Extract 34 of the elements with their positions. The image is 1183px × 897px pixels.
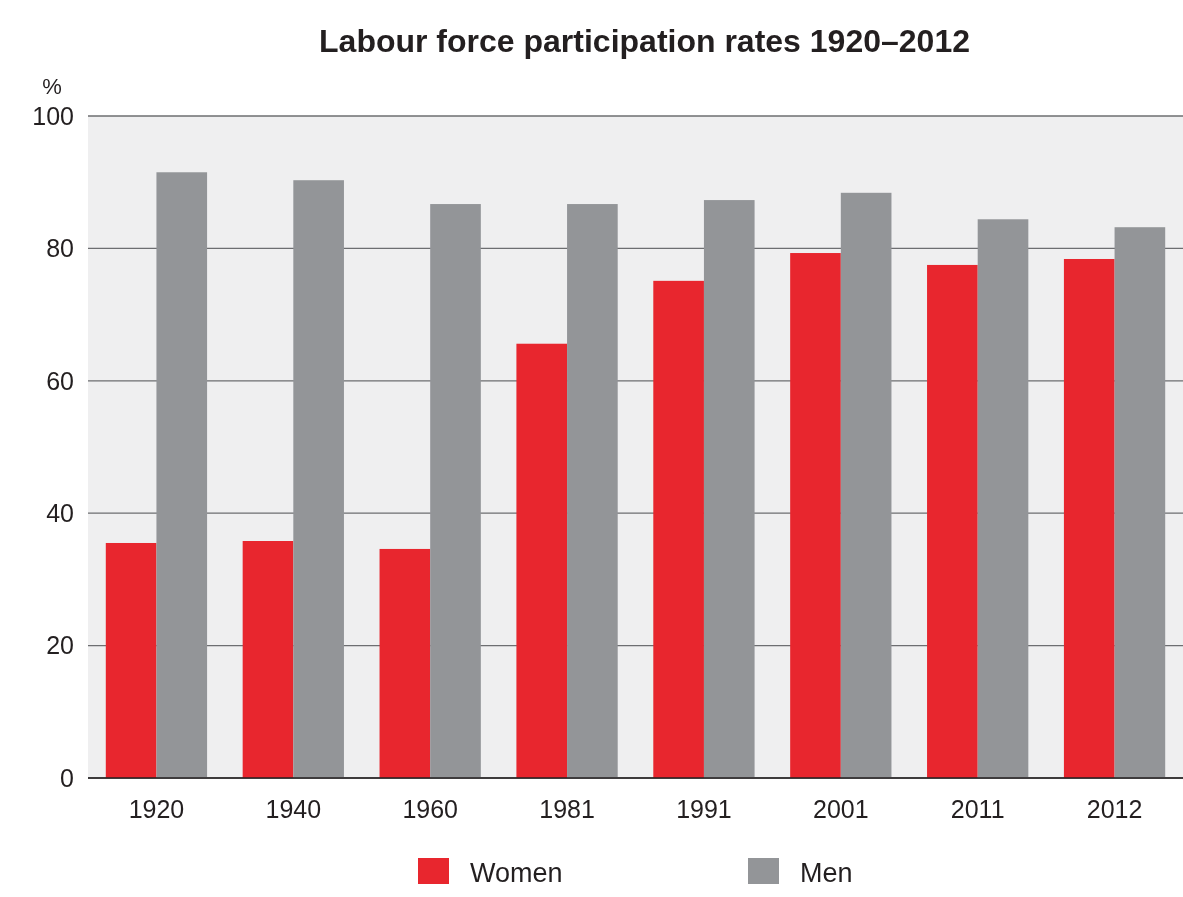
x-tick-label: 1981 [539, 795, 595, 823]
legend-label: Men [800, 858, 853, 888]
x-tick-label: 1991 [676, 795, 732, 823]
legend-label: Women [470, 858, 563, 888]
bar [1063, 258, 1115, 778]
bar [927, 264, 978, 778]
y-tick-label: 0 [60, 763, 74, 792]
bar [293, 180, 344, 778]
y-tick-label: 100 [32, 101, 74, 130]
bar [1114, 227, 1166, 778]
bar [105, 542, 157, 778]
x-tick-label: 1920 [128, 795, 185, 823]
bar [242, 541, 294, 778]
y-tick-label: 40 [46, 498, 74, 527]
chart-title: Labour force participation rates 1920–2012 [319, 23, 970, 59]
bar [567, 204, 618, 778]
bar [156, 172, 208, 778]
y-tick-label: 80 [46, 234, 74, 263]
bar [703, 200, 755, 778]
x-tick-label: 2001 [813, 795, 869, 823]
x-tick-label: 2012 [1086, 795, 1143, 823]
bar [430, 204, 481, 778]
x-tick-label: 1940 [265, 795, 322, 823]
y-axis-title: % [42, 74, 62, 99]
x-tick-label: 1960 [402, 795, 458, 823]
bar [379, 548, 431, 778]
bar [516, 343, 568, 778]
bar [977, 219, 1029, 778]
x-tick-label: 2011 [950, 795, 1005, 823]
bar [790, 253, 841, 778]
y-tick-label: 60 [46, 366, 74, 395]
y-tick-label: 20 [46, 631, 74, 660]
bar [840, 192, 892, 778]
bar [653, 280, 704, 778]
